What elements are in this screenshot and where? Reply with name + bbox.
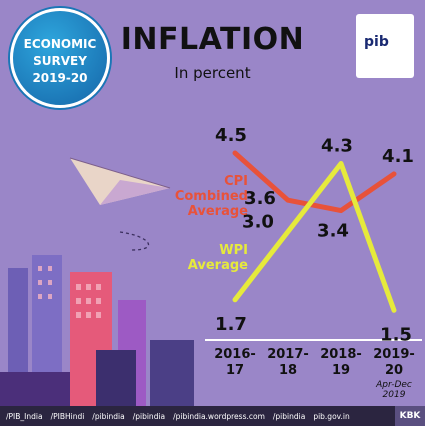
series-name-cpi-0: CPI (224, 174, 248, 189)
chart-subtitle: In percent (174, 64, 251, 82)
x-tick-label-3-0: 2019- (373, 347, 415, 362)
x-tick-note-1: 2019 (383, 390, 406, 400)
data-label-0-2: 3.4 (317, 221, 349, 242)
data-label-1-1: 3.0 (242, 212, 274, 233)
data-label-1-3: 1.5 (380, 324, 412, 345)
data-label-0-0: 4.5 (215, 125, 247, 146)
footer-link-3[interactable]: /pibindia (132, 411, 166, 421)
x-tick-label-0-0: 2016- (214, 347, 256, 362)
data-label-1-0: 1.7 (215, 314, 247, 335)
badge-line-2: SURVEY (33, 54, 87, 68)
footer-link-4[interactable]: /pibindia.wordpress.com (173, 411, 265, 421)
footer-social-links: /PIB_India/PIBHindi/pibindia/pibindia/pi… (0, 412, 358, 421)
x-tick-label-2-0: 2018- (320, 347, 362, 362)
footer-tag: KBK (395, 406, 425, 426)
badge-line-3: 2019-20 (32, 71, 88, 85)
x-tick-note-0: Apr-Dec (375, 380, 412, 390)
series-line-1 (232, 161, 397, 313)
data-label-0-3: 4.1 (382, 146, 414, 167)
x-tick-label-0-1: 17 (226, 363, 244, 378)
footer-link-6[interactable]: pib.gov.in (313, 411, 350, 421)
x-tick-label-1-0: 2017- (267, 347, 309, 362)
x-tick-label-2-1: 19 (332, 363, 350, 378)
data-label-0-1: 3.6 (244, 188, 276, 209)
footer-link-1[interactable]: /PIBHindi (50, 411, 85, 421)
economic-survey-badge: ECONOMIC SURVEY 2019-20 (10, 8, 110, 108)
series-name-wpi-1: Average (188, 258, 248, 273)
footer-link-0[interactable]: /PIB_India (6, 411, 43, 421)
x-tick-label-3-1: 20 (385, 363, 403, 378)
pib-logo: pib (356, 14, 414, 78)
chart-title: INFLATION (120, 22, 305, 57)
series-name-cpi-1: Combined (175, 189, 248, 204)
badge-line-1: ECONOMIC (23, 37, 97, 51)
series-name-wpi-0: WPI (219, 243, 248, 258)
series-line-0 (232, 150, 397, 214)
footer-link-2[interactable]: /pibindia (92, 411, 125, 421)
x-tick-label-1-1: 18 (279, 363, 297, 378)
footer-bar: /PIB_India/PIBHindi/pibindia/pibindia/pi… (0, 406, 425, 426)
series-name-cpi-2: Average (188, 204, 248, 219)
pib-logo-text: pib (364, 34, 389, 50)
data-label-1-2: 4.3 (321, 135, 353, 156)
footer-link-5[interactable]: /pibindia (272, 411, 306, 421)
